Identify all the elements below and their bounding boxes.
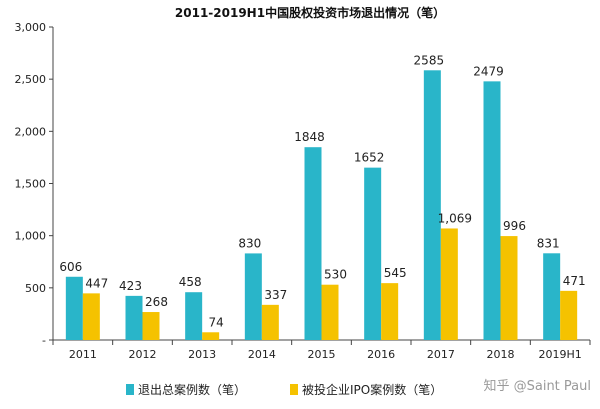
data-label: 831 — [537, 236, 560, 250]
data-label: 2585 — [414, 53, 445, 67]
bar-total-exits-2016 — [364, 167, 382, 340]
bar-ipo-exits-2017 — [440, 228, 458, 340]
data-label: 996 — [503, 219, 526, 233]
bar-ipo-exits-2019H1 — [560, 290, 578, 340]
y-tick-label: - — [42, 334, 46, 347]
y-tick-label: 3,000 — [15, 21, 47, 34]
data-label: 530 — [324, 268, 347, 282]
y-tick-label: 2,000 — [15, 125, 47, 138]
legend: 退出总案例数（笔） 被投企业IPO案例数（笔） — [126, 382, 442, 397]
bar-ipo-exits-2016 — [381, 283, 399, 340]
bar-total-exits-2019H1 — [543, 253, 561, 340]
data-label: 1848 — [294, 130, 325, 144]
x-tick-label: 2018 — [487, 348, 515, 361]
data-label: 337 — [264, 288, 287, 302]
legend-swatch — [290, 384, 298, 395]
legend-swatch — [126, 384, 134, 395]
x-tick-label: 2013 — [188, 348, 216, 361]
bar-total-exits-2014 — [244, 253, 262, 340]
bar-total-exits-2011 — [65, 276, 83, 340]
legend-label: 被投企业IPO案例数（笔） — [302, 382, 442, 397]
data-label: 268 — [145, 295, 168, 309]
bar-total-exits-2013 — [185, 292, 203, 340]
data-label: 1,069 — [438, 211, 472, 225]
bar-total-exits-2018 — [483, 81, 501, 340]
data-label: 74 — [209, 315, 224, 329]
x-tick-label: 2012 — [129, 348, 157, 361]
x-axis: 2011 2012 2013 2014 2015 2016 2017 2018 2019H1 — [52, 339, 591, 361]
bar-total-exits-2017 — [423, 70, 441, 340]
data-label: 2479 — [473, 64, 504, 78]
chart-title: 2011-2019H1中国股权投资市场退出情况（笔） — [175, 5, 445, 20]
x-tick-label: 2015 — [308, 348, 336, 361]
x-tick-label: 2016 — [367, 348, 395, 361]
bar-ipo-exits-2011 — [82, 293, 100, 340]
data-label: 830 — [238, 236, 261, 250]
bar-ipo-exits-2015 — [321, 284, 339, 340]
x-tick-label: 2011 — [69, 348, 97, 361]
data-label: 423 — [119, 279, 142, 293]
bar-ipo-exits-2018 — [500, 236, 518, 340]
x-tick-label: 2014 — [248, 348, 276, 361]
x-tick-label: 2019H1 — [539, 348, 582, 361]
data-label: 606 — [59, 260, 82, 274]
data-label: 471 — [563, 274, 586, 288]
legend-label: 退出总案例数（笔） — [138, 382, 246, 397]
y-axis: - 500 1,000 1,500 2,000 2,500 3,000 — [15, 21, 54, 347]
y-tick-label: 1,500 — [15, 178, 47, 191]
bar-ipo-exits-2012 — [142, 312, 160, 340]
bar-ipo-exits-2013 — [202, 332, 220, 340]
data-label: 458 — [179, 275, 202, 289]
data-label: 447 — [85, 276, 108, 290]
bar-total-exits-2015 — [304, 147, 322, 340]
x-tick-label: 2017 — [427, 348, 455, 361]
y-tick-label: 500 — [25, 282, 46, 295]
data-label: 545 — [384, 266, 407, 280]
data-label: 1652 — [354, 151, 385, 165]
bars — [65, 70, 578, 340]
y-tick-label: 2,500 — [15, 73, 47, 86]
bar-total-exits-2012 — [125, 295, 143, 340]
watermark: 知乎 @Saint Paul — [483, 378, 591, 394]
bar-ipo-exits-2014 — [261, 304, 279, 340]
y-tick-label: 1,000 — [15, 230, 47, 243]
